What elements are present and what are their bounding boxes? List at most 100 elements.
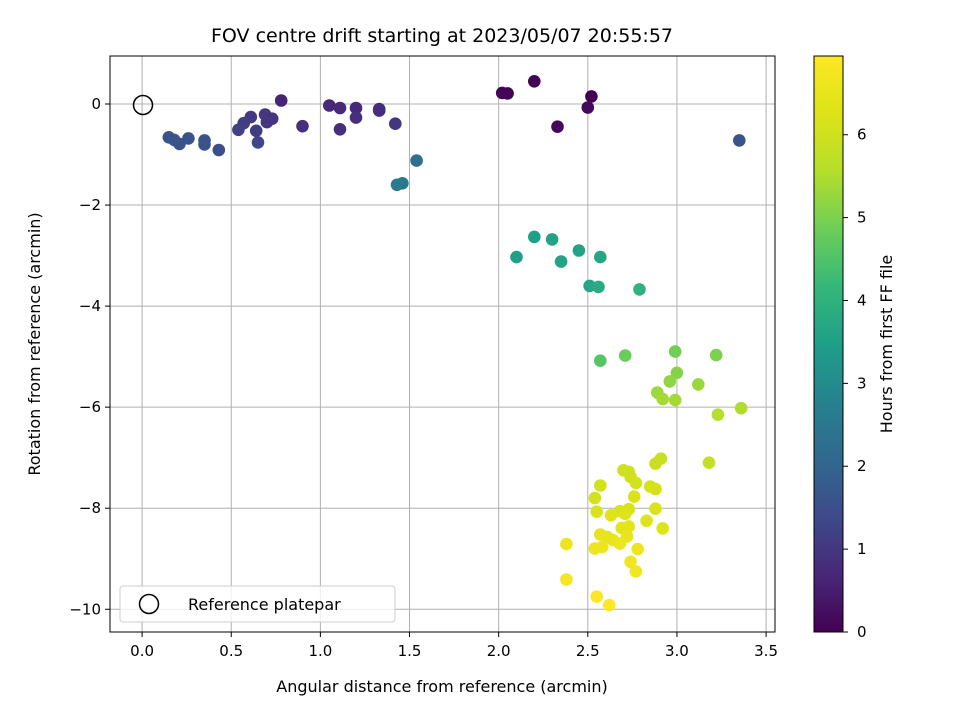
data-point	[212, 143, 226, 157]
x-axis-ticks: 0.0 0.5 1.0 1.5 2.0 2.5 3.0 3.5	[130, 632, 778, 660]
data-points	[162, 75, 748, 612]
colorbar-tick-label: 3	[857, 374, 867, 392]
data-point	[560, 573, 573, 586]
x-tick-label: 2.5	[576, 642, 600, 660]
x-axis-label: Angular distance from reference (arcmin)	[276, 677, 607, 696]
x-tick-label: 0.5	[219, 642, 243, 660]
data-point	[629, 476, 643, 490]
data-point	[510, 250, 523, 264]
data-point	[249, 124, 263, 138]
data-point	[602, 598, 616, 612]
data-point	[333, 123, 347, 136]
data-point	[733, 134, 746, 147]
y-tick-label: 0	[91, 95, 101, 113]
data-point	[594, 354, 607, 368]
colorbar-tick-label: 1	[857, 540, 867, 558]
data-point	[649, 482, 662, 496]
data-point	[604, 509, 618, 522]
data-point	[349, 111, 363, 124]
y-axis-ticks: 0 −2 −4 −6 −8 −10	[69, 95, 110, 618]
y-tick-label: −4	[79, 297, 101, 315]
data-point	[711, 408, 725, 422]
data-point	[349, 101, 363, 115]
data-point	[590, 590, 603, 603]
data-point	[594, 250, 607, 264]
x-tick-label: 3.5	[754, 642, 778, 660]
data-point	[198, 138, 211, 151]
data-point	[702, 456, 716, 470]
colorbar-tick-label: 5	[857, 209, 867, 227]
data-point	[167, 133, 181, 147]
data-point	[581, 101, 595, 114]
legend-box	[119, 585, 396, 623]
data-point	[585, 90, 598, 103]
colorbar-tick-label: 4	[857, 291, 867, 309]
data-point	[274, 94, 288, 107]
data-point	[649, 502, 662, 515]
colorbar	[813, 55, 844, 633]
x-tick-label: 1.0	[308, 642, 332, 660]
data-point	[528, 230, 541, 244]
data-point	[594, 479, 607, 492]
y-tick-label: −6	[79, 398, 101, 416]
data-point	[560, 537, 573, 551]
data-point	[629, 565, 643, 578]
data-point	[627, 490, 641, 503]
data-point	[588, 542, 602, 555]
data-point	[640, 514, 653, 528]
data-point	[528, 75, 541, 88]
data-point	[663, 375, 677, 388]
colorbar-ticks: 0 1 2 3 4 5 6	[843, 126, 867, 641]
data-point	[613, 537, 627, 550]
data-point	[624, 555, 637, 569]
data-point	[554, 255, 568, 268]
colorbar-tick-label: 6	[857, 126, 867, 144]
data-point	[668, 393, 682, 407]
data-point	[232, 123, 245, 137]
data-point	[410, 154, 423, 167]
y-axis-label: Rotation from reference (arcmin)	[25, 212, 44, 475]
data-point	[551, 120, 564, 133]
legend: Reference platepar	[119, 585, 396, 623]
colorbar-label: Hours from first FF file	[877, 255, 896, 434]
data-point	[588, 491, 602, 505]
data-point	[631, 542, 644, 556]
legend-marker-icon	[138, 593, 160, 615]
y-tick-label: −2	[79, 196, 101, 214]
data-point	[656, 392, 669, 406]
x-tick-label: 3.0	[665, 642, 689, 660]
colorbar-tick-label: 2	[857, 457, 867, 475]
data-point	[670, 366, 684, 380]
grid-lines	[110, 56, 775, 632]
data-point	[545, 233, 559, 246]
plot-frame	[109, 55, 776, 633]
data-point	[389, 117, 402, 130]
data-point	[590, 505, 603, 518]
data-point	[390, 178, 404, 192]
data-point	[333, 101, 347, 115]
data-point	[592, 280, 605, 294]
data-point	[296, 119, 309, 133]
data-point	[709, 348, 723, 362]
y-tick-label: −10	[69, 600, 101, 618]
data-point	[734, 401, 748, 415]
reference-marker	[132, 94, 154, 116]
data-point	[251, 136, 265, 149]
data-point	[501, 87, 514, 100]
data-point	[668, 345, 682, 358]
x-tick-label: 0.0	[130, 642, 154, 660]
legend-label: Reference platepar	[188, 595, 341, 614]
data-point	[572, 244, 586, 257]
data-point	[656, 522, 669, 535]
data-point	[260, 115, 274, 129]
chart-title: FOV centre drift starting at 2023/05/07 …	[211, 25, 673, 47]
data-point	[618, 349, 632, 362]
data-point	[618, 507, 632, 521]
data-point	[372, 104, 386, 117]
data-point	[649, 457, 662, 471]
data-point	[323, 99, 336, 112]
data-point	[692, 378, 705, 391]
y-tick-label: −8	[79, 499, 101, 517]
data-point	[633, 283, 646, 296]
